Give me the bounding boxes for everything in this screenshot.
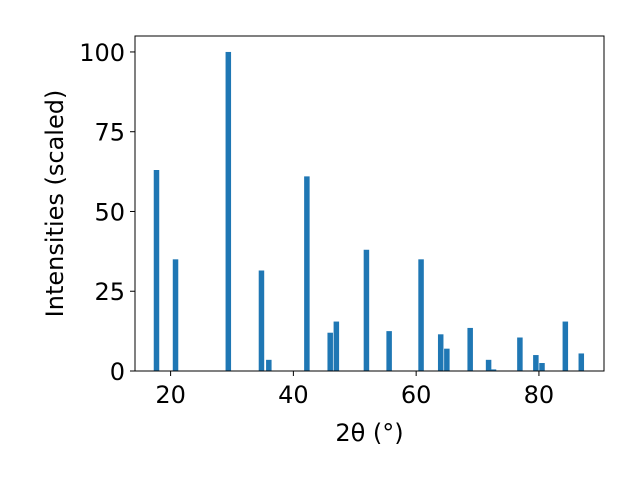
y-tick-label: 75 bbox=[94, 119, 125, 147]
bar bbox=[333, 321, 340, 371]
bar bbox=[485, 359, 492, 371]
bar bbox=[266, 359, 272, 371]
bar bbox=[517, 337, 523, 371]
x-tick-label: 60 bbox=[401, 381, 432, 409]
bar bbox=[437, 334, 444, 371]
y-axis-label: Intensities (scaled) bbox=[41, 90, 69, 318]
x-axis-label: 2θ (°) bbox=[335, 419, 403, 447]
bar bbox=[304, 176, 310, 371]
y-tick-label: 50 bbox=[94, 198, 125, 226]
bar bbox=[258, 270, 265, 371]
bar bbox=[418, 259, 424, 371]
bar bbox=[363, 249, 370, 371]
bar bbox=[172, 259, 179, 371]
bar bbox=[562, 321, 569, 371]
y-tick-label: 0 bbox=[110, 358, 125, 386]
bar bbox=[327, 332, 333, 371]
bar bbox=[444, 348, 450, 371]
y-tick-label: 100 bbox=[79, 39, 125, 67]
x-axis-ticks: 20 40 60 80 bbox=[155, 371, 554, 409]
y-axis-ticks: 0 25 50 75 100 bbox=[79, 39, 135, 386]
x-tick-label: 20 bbox=[155, 381, 186, 409]
x-tick-label: 40 bbox=[278, 381, 309, 409]
bar bbox=[539, 363, 545, 371]
bars-group bbox=[153, 51, 585, 371]
bar bbox=[533, 355, 539, 371]
bar bbox=[467, 327, 473, 371]
y-tick-label: 25 bbox=[94, 278, 125, 306]
bar bbox=[386, 331, 392, 371]
bar bbox=[578, 353, 585, 371]
plot-frame bbox=[134, 35, 605, 372]
x-tick-label: 80 bbox=[524, 381, 555, 409]
bar bbox=[225, 51, 232, 371]
bar bbox=[490, 369, 497, 371]
bar bbox=[153, 170, 160, 371]
